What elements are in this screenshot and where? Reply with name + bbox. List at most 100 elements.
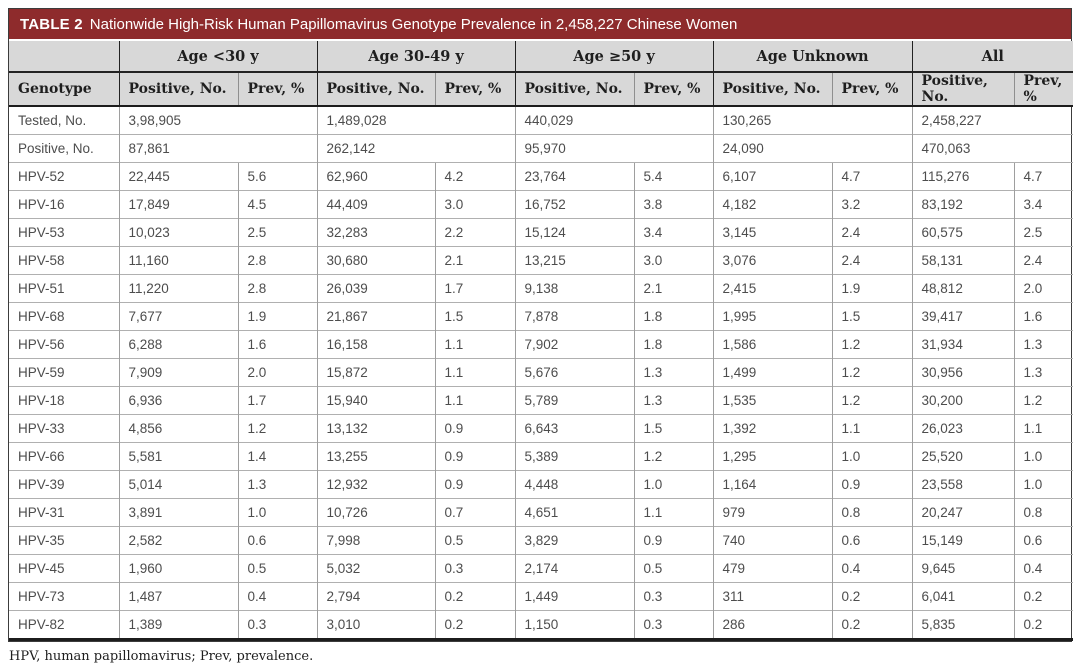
- prevalence-pct: 0.6: [831, 526, 913, 555]
- prevalence-pct: 2.8: [237, 246, 317, 275]
- positive-count: 26,039: [316, 274, 435, 303]
- positive-count: 3,145: [712, 218, 833, 247]
- column-header-genotype: Genotype: [9, 72, 119, 107]
- prevalence-pct: 2.4: [831, 246, 913, 275]
- prevalence-pct: 1.1: [831, 414, 913, 443]
- prevalence-pct: 0.2: [831, 582, 913, 611]
- positive-count: 22,445: [118, 162, 238, 191]
- summary-value: 87,861: [118, 134, 317, 163]
- genotype-row: HPV-45 1,960 0.5 5,032 0.3 2,174 0.5 479 0.4 9,64…: [9, 554, 1074, 583]
- genotype-label: HPV-59: [9, 358, 119, 387]
- prevalence-pct: 0.8: [1013, 498, 1074, 527]
- positive-count: 1,295: [712, 442, 833, 471]
- positive-count: 1,535: [712, 386, 833, 415]
- positive-count: 6,288: [118, 330, 238, 359]
- positive-count: 12,932: [316, 470, 435, 499]
- prevalence-pct: 0.7: [434, 498, 516, 527]
- prevalence-pct: 1.2: [831, 330, 913, 359]
- genotype-row: HPV-82 1,389 0.3 3,010 0.2 1,150 0.3 286 0.2 5,83…: [9, 610, 1074, 640]
- summary-row: Tested, No. 3,98,905 1,489,028 440,029 130,2…: [9, 106, 1074, 135]
- positive-count: 1,487: [118, 582, 238, 611]
- positive-count: 1,164: [712, 470, 833, 499]
- prevalence-pct: 0.4: [1013, 554, 1074, 583]
- positive-count: 15,872: [316, 358, 435, 387]
- group-header-age-unknown: Age Unknown: [712, 41, 913, 73]
- positive-count: 2,174: [514, 554, 635, 583]
- genotype-row: HPV-59 7,909 2.0 15,872 1.1 5,676 1.3 1,499 1.2 3…: [9, 358, 1074, 387]
- group-header-all: All: [911, 41, 1074, 73]
- positive-count: 7,909: [118, 358, 238, 387]
- positive-count: 13,255: [316, 442, 435, 471]
- column-header-prev-lt30: Prev, %: [237, 72, 317, 107]
- positive-count: 39,417: [911, 302, 1015, 331]
- prevalence-pct: 2.5: [237, 218, 317, 247]
- table-header: Age <30 y Age 30-49 y Age ≥50 y Age Unkn…: [9, 41, 1074, 107]
- prevalence-pct: 0.2: [831, 610, 913, 640]
- positive-count: 979: [712, 498, 833, 527]
- genotype-row: HPV-73 1,487 0.4 2,794 0.2 1,449 0.3 311 0.2 6,04…: [9, 582, 1074, 611]
- prevalence-pct: 2.1: [633, 274, 714, 303]
- table-title-text: Nationwide High-Risk Human Papillomaviru…: [89, 16, 738, 33]
- prevalence-pct: 1.3: [1013, 330, 1074, 359]
- prevalence-pct: 1.2: [633, 442, 714, 471]
- positive-count: 9,645: [911, 554, 1015, 583]
- prevalence-pct: 2.4: [831, 218, 913, 247]
- positive-count: 2,415: [712, 274, 833, 303]
- positive-count: 4,856: [118, 414, 238, 443]
- prevalence-pct: 0.2: [434, 582, 516, 611]
- prevalence-pct: 1.0: [1013, 442, 1074, 471]
- prevalence-pct: 0.2: [1013, 610, 1074, 640]
- genotype-label: HPV-82: [9, 610, 119, 640]
- positive-count: 10,023: [118, 218, 238, 247]
- positive-count: 58,131: [911, 246, 1015, 275]
- prevalence-pct: 5.4: [633, 162, 714, 191]
- genotype-row: HPV-53 10,023 2.5 32,283 2.2 15,124 3.4 3,145 2.…: [9, 218, 1074, 247]
- positive-count: 6,936: [118, 386, 238, 415]
- summary-row: Positive, No. 87,861 262,142 95,970 24,090 47…: [9, 134, 1074, 163]
- table-number-label: TABLE 2: [20, 16, 83, 33]
- prevalence-pct: 3.0: [633, 246, 714, 275]
- prevalence-pct: 4.2: [434, 162, 516, 191]
- genotype-row: HPV-68 7,677 1.9 21,867 1.5 7,878 1.8 1,995 1.5 3…: [9, 302, 1074, 331]
- prevalence-pct: 0.9: [434, 442, 516, 471]
- genotype-label: HPV-68: [9, 302, 119, 331]
- positive-count: 6,107: [712, 162, 833, 191]
- prevalence-pct: 0.5: [434, 526, 516, 555]
- prevalence-pct: 1.3: [237, 470, 317, 499]
- column-header-row: Genotype Positive, No. Prev, % Positive,…: [9, 72, 1074, 107]
- positive-count: 62,960: [316, 162, 435, 191]
- column-header-positive-30-49: Positive, No.: [316, 72, 435, 107]
- prevalence-pct: 0.9: [831, 470, 913, 499]
- column-header-prev-ge50: Prev, %: [633, 72, 714, 107]
- prevalence-pct: 0.9: [434, 470, 516, 499]
- genotype-label: HPV-58: [9, 246, 119, 275]
- genotype-label: HPV-66: [9, 442, 119, 471]
- prevalence-pct: 0.6: [237, 526, 317, 555]
- summary-value: 440,029: [514, 106, 714, 135]
- prevalence-pct: 4.5: [237, 190, 317, 219]
- positive-count: 26,023: [911, 414, 1015, 443]
- positive-count: 3,891: [118, 498, 238, 527]
- genotype-label: HPV-73: [9, 582, 119, 611]
- genotype-row: HPV-39 5,014 1.3 12,932 0.9 4,448 1.0 1,164 0.9 2…: [9, 470, 1074, 499]
- prevalence-pct: 1.2: [237, 414, 317, 443]
- group-header-age-lt30: Age <30 y: [118, 41, 317, 73]
- prevalence-pct: 0.9: [633, 526, 714, 555]
- summary-value: 262,142: [316, 134, 516, 163]
- genotype-row: HPV-33 4,856 1.2 13,132 0.9 6,643 1.5 1,392 1.1 2…: [9, 414, 1074, 443]
- genotype-row: HPV-56 6,288 1.6 16,158 1.1 7,902 1.8 1,586 1.2 3…: [9, 330, 1074, 359]
- prevalence-pct: 1.9: [831, 274, 913, 303]
- positive-count: 17,849: [118, 190, 238, 219]
- positive-count: 3,076: [712, 246, 833, 275]
- table-footnote: HPV, human papillomavirus; Prev, prevale…: [9, 649, 314, 664]
- prevalence-pct: 1.5: [434, 302, 516, 331]
- positive-count: 5,032: [316, 554, 435, 583]
- positive-count: 83,192: [911, 190, 1015, 219]
- prevalence-pct: 3.4: [1013, 190, 1074, 219]
- column-header-prev-unknown: Prev, %: [831, 72, 913, 107]
- positive-count: 7,677: [118, 302, 238, 331]
- genotype-label: HPV-56: [9, 330, 119, 359]
- prevalence-pct: 4.7: [831, 162, 913, 191]
- prevalence-pct: 1.7: [434, 274, 516, 303]
- genotype-row: HPV-52 22,445 5.6 62,960 4.2 23,764 5.4 6,107 4.…: [9, 162, 1074, 191]
